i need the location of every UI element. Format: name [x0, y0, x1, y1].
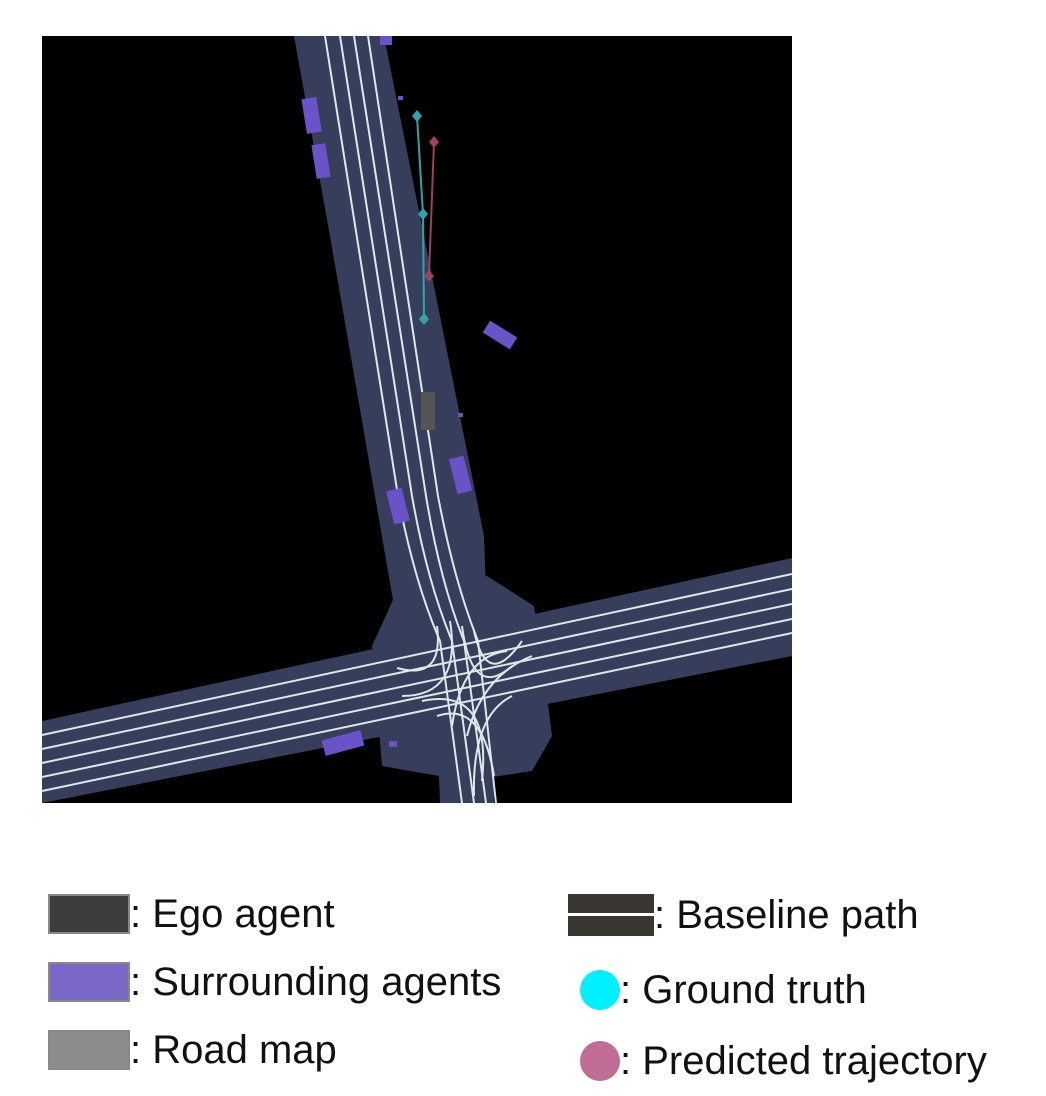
legend-ground-truth: : Ground truth — [580, 970, 867, 1010]
road-horizontal — [42, 558, 792, 803]
legend-surrounding-agents: : Surrounding agents — [48, 962, 501, 1002]
agent — [482, 320, 518, 350]
baseline-path-swatch — [568, 894, 654, 936]
surrounding-agents-swatch — [48, 962, 130, 1002]
surrounding-agents — [301, 36, 518, 756]
ego-agent — [421, 392, 435, 430]
legend-label: : Predicted trajectory — [620, 1039, 987, 1083]
ground-truth-trajectory — [412, 110, 429, 325]
agent — [389, 741, 397, 747]
agent — [448, 455, 473, 495]
ego-agent-swatch — [48, 894, 130, 934]
agent — [458, 413, 463, 417]
agent — [321, 730, 365, 756]
legend-label: : Ego agent — [130, 892, 335, 936]
lanes-junction — [396, 620, 533, 797]
predicted-trajectory-dot — [580, 1041, 620, 1081]
legend-ego-agent: : Ego agent — [48, 894, 335, 934]
road-map-swatch — [48, 1030, 130, 1070]
legend-baseline-path: : Baseline path — [568, 894, 919, 936]
legend-road-map: : Road map — [48, 1030, 337, 1070]
predicted-trajectory — [424, 136, 439, 282]
legend-label: : Baseline path — [654, 893, 919, 937]
legend-label: : Ground truth — [620, 968, 867, 1012]
legend-predicted-trajectory: : Predicted trajectory — [580, 1041, 987, 1081]
ground-truth-dot — [580, 970, 620, 1010]
legend-label: : Surrounding agents — [130, 960, 502, 1004]
lanes-horizontal — [42, 573, 792, 792]
legend-label: : Road map — [130, 1028, 337, 1072]
agent — [301, 96, 322, 134]
agent — [311, 143, 331, 179]
bev-scene — [42, 36, 792, 803]
agent — [398, 96, 403, 100]
agent — [386, 487, 410, 525]
agent — [380, 36, 392, 45]
